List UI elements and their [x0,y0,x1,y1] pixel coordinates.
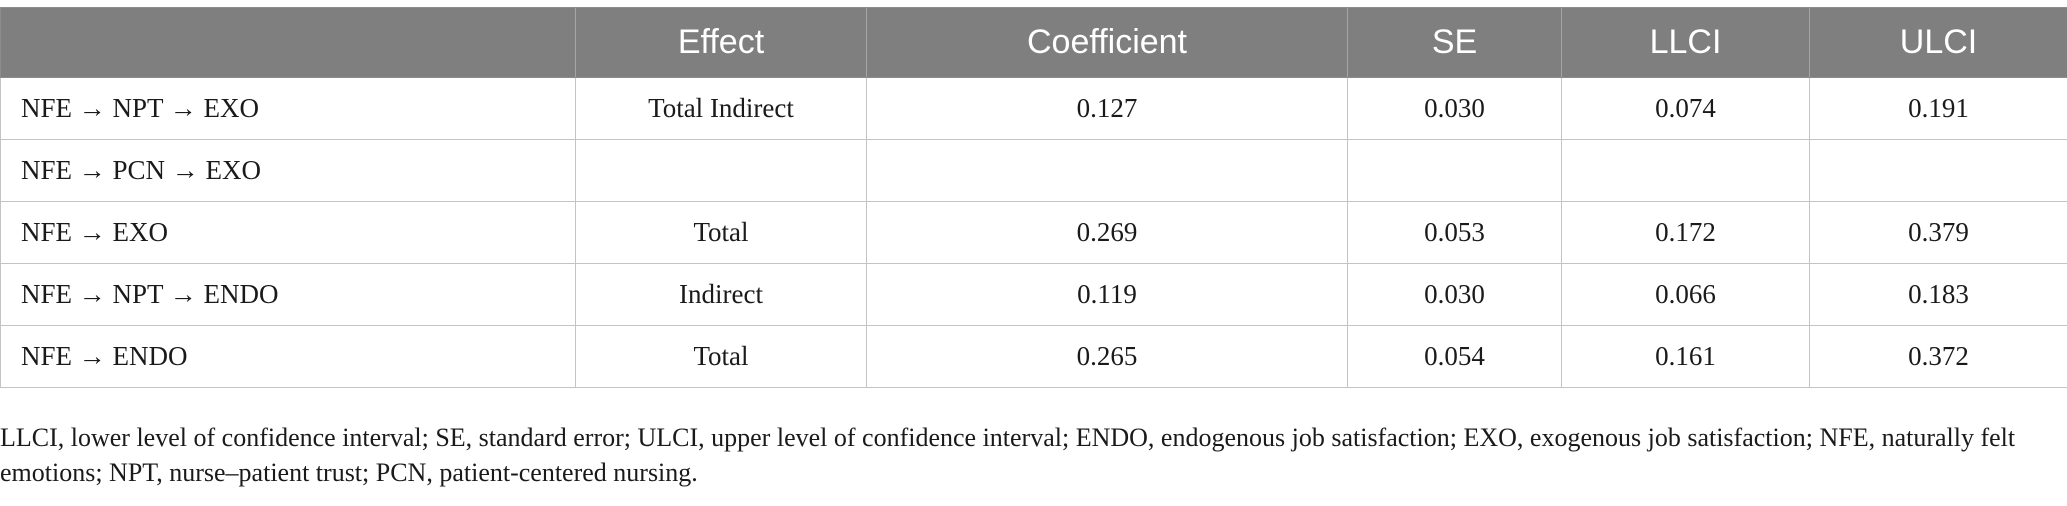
cell-coefficient: 0.127 [866,77,1348,140]
cell-effect: Total Indirect [575,77,867,140]
cell-se: 0.053 [1347,201,1562,264]
cell-coefficient [866,139,1348,202]
cell-effect [575,139,867,202]
cell-ulci: 0.183 [1809,263,2067,326]
cell-path: NFE → NPT → EXO [0,77,576,140]
cell-ulci: 0.191 [1809,77,2067,140]
table-header-row: Effect Coefficient SE LLCI ULCI [0,7,2067,78]
cell-coefficient: 0.269 [866,201,1348,264]
header-coefficient: Coefficient [866,7,1348,78]
cell-llci: 0.074 [1561,77,1810,140]
cell-se: 0.030 [1347,263,1562,326]
cell-effect: Total [575,201,867,264]
header-se: SE [1347,7,1562,78]
table-row: NFE → NPT → EXO Total Indirect 0.127 0.0… [0,77,2067,140]
cell-llci: 0.161 [1561,325,1810,388]
cell-se: 0.030 [1347,77,1562,140]
header-ulci: ULCI [1809,7,2067,78]
table-row: NFE → PCN → EXO [0,139,2067,202]
cell-llci [1561,139,1810,202]
table-row: NFE → ENDO Total 0.265 0.054 0.161 0.372 [0,325,2067,388]
cell-se [1347,139,1562,202]
cell-effect: Indirect [575,263,867,326]
cell-llci: 0.066 [1561,263,1810,326]
cell-llci: 0.172 [1561,201,1810,264]
cell-coefficient: 0.119 [866,263,1348,326]
table-row: NFE → EXO Total 0.269 0.053 0.172 0.379 [0,201,2067,264]
cell-ulci: 0.372 [1809,325,2067,388]
header-llci: LLCI [1561,7,1810,78]
cell-path: NFE → NPT → ENDO [0,263,576,326]
cell-effect: Total [575,325,867,388]
cell-ulci [1809,139,2067,202]
table-row: NFE → NPT → ENDO Indirect 0.119 0.030 0.… [0,263,2067,326]
header-path [0,7,576,78]
cell-se: 0.054 [1347,325,1562,388]
cell-path: NFE → ENDO [0,325,576,388]
cell-path: NFE → PCN → EXO [0,139,576,202]
table-footnote: LLCI, lower level of confidence interval… [0,423,2016,487]
cell-path: NFE → EXO [0,201,576,264]
mediation-effects-table: Effect Coefficient SE LLCI ULCI NFE → NP… [0,7,2067,388]
cell-ulci: 0.379 [1809,201,2067,264]
cell-coefficient: 0.265 [866,325,1348,388]
header-effect: Effect [575,7,867,78]
results-table-container: Effect Coefficient SE LLCI ULCI NFE → NP… [0,7,2067,388]
